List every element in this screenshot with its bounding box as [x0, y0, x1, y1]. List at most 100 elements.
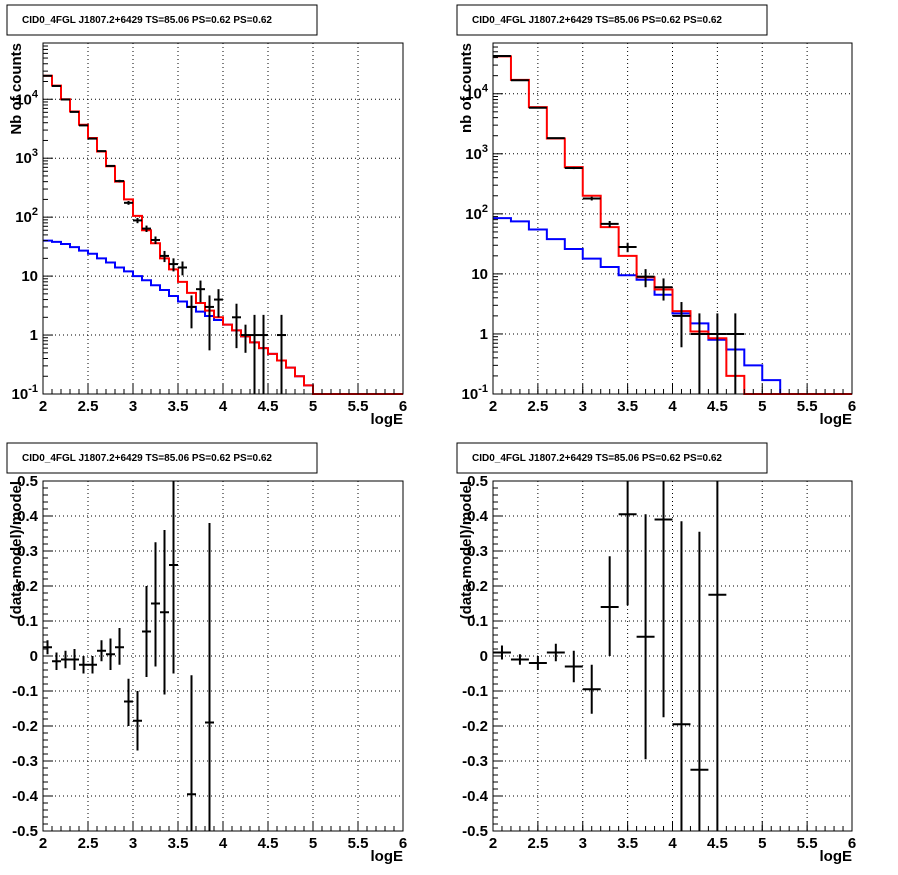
data-point: [564, 650, 583, 683]
x-tick-label: 6: [399, 835, 407, 852]
data-point: [259, 314, 268, 394]
data-point: [151, 236, 160, 245]
y-axis-title: (data-model)/model: [458, 481, 475, 619]
y-tick-label: -0.1: [12, 683, 38, 700]
y-tick-label: 103: [15, 147, 38, 167]
data-point: [196, 280, 205, 303]
y-tick-label: 0.3: [467, 543, 488, 560]
data-points: [493, 55, 745, 394]
data-point: [546, 137, 565, 140]
x-tick-label: 6: [848, 835, 856, 852]
x-tick-label: 2: [39, 835, 47, 852]
data-point: [88, 137, 97, 140]
y-tick-label: -0.2: [462, 718, 488, 735]
data-point: [133, 691, 142, 751]
x-tick-labels: 2 2.5 3 3.5 4 4.5 5 5.5 6: [489, 398, 856, 415]
data-point: [582, 664, 601, 714]
x-tick-label: 4: [219, 835, 228, 852]
x-tick-label: 2.5: [78, 398, 99, 415]
x-tick-label: 2.5: [78, 835, 99, 852]
x-tick-label: 5.5: [797, 835, 818, 852]
data-point: [546, 643, 565, 662]
x-tick-label: 5: [309, 835, 317, 852]
data-point: [88, 656, 97, 674]
x-tick-label: 5: [758, 835, 766, 852]
x-tick-label: 2: [39, 398, 47, 415]
y-tick-label: 102: [465, 203, 488, 223]
y-tick-labels: 10-1 1 10 102 103 104: [12, 88, 39, 403]
y-tick-label: -0.3: [462, 753, 488, 770]
data-point: [142, 586, 151, 677]
data-point: [124, 200, 133, 205]
x-tick-labels: 2 2.5 3 3.5 4 4.5 5 5.5 6: [489, 835, 856, 852]
data-point: [214, 289, 223, 318]
y-tick-label: 0.5: [467, 473, 488, 490]
y-tick-label: -0.2: [12, 718, 38, 735]
data-point: [79, 656, 88, 674]
x-tick-labels: 2 2.5 3 3.5 4 4.5 5 5.5 6: [39, 398, 407, 415]
x-tick-label: 3: [579, 835, 587, 852]
data-point: [654, 481, 673, 718]
title-box: CID0_4FGL J1807.2+6429 TS=85.06 PS=0.62 …: [456, 4, 768, 36]
data-point: [726, 313, 745, 394]
x-tick-label: 2.5: [527, 398, 548, 415]
data-point: [106, 164, 115, 167]
data-point: [600, 556, 619, 656]
y-tick-labels: 10-1 1 10 102 103 104: [462, 83, 489, 403]
x-tick-label: 3: [129, 398, 137, 415]
data-point: [708, 481, 727, 831]
data-point: [133, 217, 142, 224]
y-tick-label: 0.3: [17, 543, 38, 560]
y-tick-labels: -0.5 -0.4 -0.3 -0.2 -0.1 0 0.1 0.2 0.3 0.4 0.5: [12, 473, 39, 840]
x-axis-title: logE: [820, 848, 853, 865]
x-tick-label: 2: [489, 398, 497, 415]
y-tick-label: 10: [21, 268, 38, 285]
x-tick-label: 5.5: [348, 398, 369, 415]
data-point: [493, 645, 511, 660]
data-point: [600, 221, 619, 228]
x-tick-label: 5.5: [348, 835, 369, 852]
y-tick-label: 10-1: [12, 383, 38, 403]
axis-ticks: [42, 45, 404, 395]
y-tick-label: 104: [465, 83, 489, 103]
x-tick-label: 6: [399, 398, 407, 415]
axis-ticks: [492, 480, 853, 832]
data-point: [232, 303, 241, 349]
x-tick-label: 4.5: [258, 398, 279, 415]
data-point: [618, 481, 637, 606]
data-point: [636, 514, 655, 760]
axis-ticks: [42, 480, 404, 832]
data-point: [250, 314, 259, 394]
data-point: [510, 654, 529, 665]
y-tick-label: -0.3: [12, 753, 38, 770]
x-axis-title: logE: [820, 411, 853, 428]
y-tick-label: 1: [480, 326, 488, 343]
y-tick-label: 0: [480, 648, 488, 665]
y-tick-label: 0.4: [17, 508, 39, 525]
data-point: [79, 124, 88, 127]
y-tick-label: -0.4: [462, 788, 489, 805]
grid: [43, 43, 403, 394]
x-tick-label: 3.5: [168, 835, 189, 852]
y-tick-label: 0.2: [467, 578, 488, 595]
y-tick-label: 1: [30, 327, 38, 344]
model-histograms: [43, 74, 403, 395]
x-tick-label: 4.5: [707, 398, 728, 415]
x-tick-label: 3: [129, 835, 137, 852]
y-tick-label: 0.1: [467, 613, 488, 630]
x-tick-label: 4: [668, 398, 677, 415]
data-point: [97, 640, 106, 662]
data-point: [205, 295, 214, 351]
x-tick-label: 5: [758, 398, 766, 415]
data-point: [708, 313, 727, 394]
data-point: [43, 640, 52, 655]
data-point: [52, 652, 61, 670]
background-model-histogram: [493, 217, 852, 395]
x-axis-title: logE: [371, 848, 404, 865]
x-tick-label: 4.5: [258, 835, 279, 852]
y-axis-title: nb of counts: [458, 43, 475, 133]
x-tick-label: 3.5: [168, 398, 189, 415]
